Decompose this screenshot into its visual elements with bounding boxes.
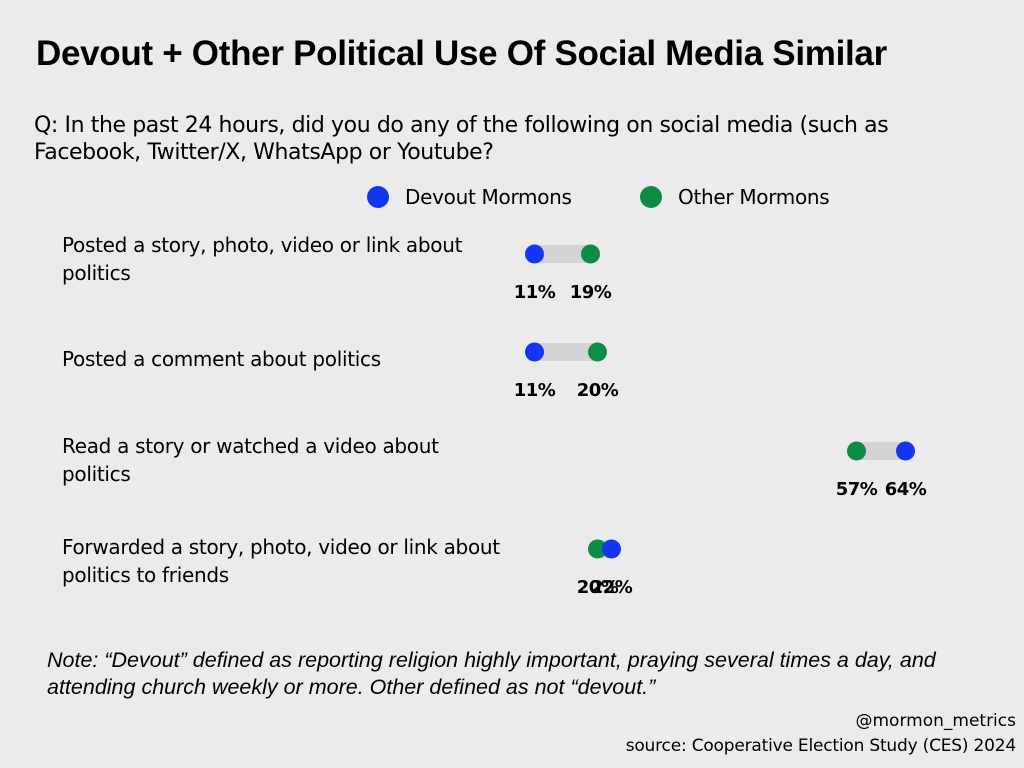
value-label-devout-posted-comment: 11% — [514, 380, 556, 401]
value-label-devout-forwarded-story: 22% — [591, 577, 633, 598]
value-label-other-posted-story: 19% — [570, 282, 612, 303]
survey-question: Q: In the past 24 hours, did you do any … — [34, 113, 889, 165]
value-label-devout-posted-story: 11% — [514, 282, 556, 303]
row-label-posted-story: Posted a story, photo, video or link abo… — [62, 233, 463, 285]
value-label-other-read-story: 57% — [836, 479, 878, 500]
value-label-other-forwarded-story: 20% — [577, 577, 619, 598]
dot-devout-posted-story — [525, 244, 544, 264]
dot-devout-forwarded-story — [602, 539, 621, 559]
legend-devout-dot-icon — [367, 186, 389, 208]
legend-devout: Devout Mormons — [367, 185, 572, 209]
row-label-forwarded-story: Forwarded a story, photo, video or link … — [62, 535, 500, 587]
dot-other-posted-comment — [588, 342, 607, 362]
row-label-read-story: Read a story or watched a video about po… — [62, 434, 439, 486]
legend-other-dot-icon — [640, 186, 662, 208]
value-label-other-posted-comment: 20% — [577, 380, 619, 401]
row-label-posted-comment: Posted a comment about politics — [62, 347, 381, 371]
value-label-devout-read-story: 64% — [885, 479, 927, 500]
legend-other-label: Other Mormons — [678, 185, 830, 209]
dot-other-posted-story — [581, 244, 600, 264]
dot-devout-posted-comment — [525, 342, 544, 362]
source-credit: source: Cooperative Election Study (CES)… — [625, 736, 1016, 756]
chart-title: Devout + Other Political Use Of Social M… — [36, 34, 887, 73]
dot-devout-read-story — [896, 441, 915, 461]
dot-other-read-story — [847, 441, 866, 461]
dot-other-forwarded-story — [588, 539, 607, 559]
legend-other: Other Mormons — [640, 185, 830, 209]
footnote: Note: “Devout” defined as reporting reli… — [47, 648, 936, 699]
author-handle: @mormon_metrics — [855, 711, 1017, 731]
legend-devout-label: Devout Mormons — [405, 185, 572, 209]
